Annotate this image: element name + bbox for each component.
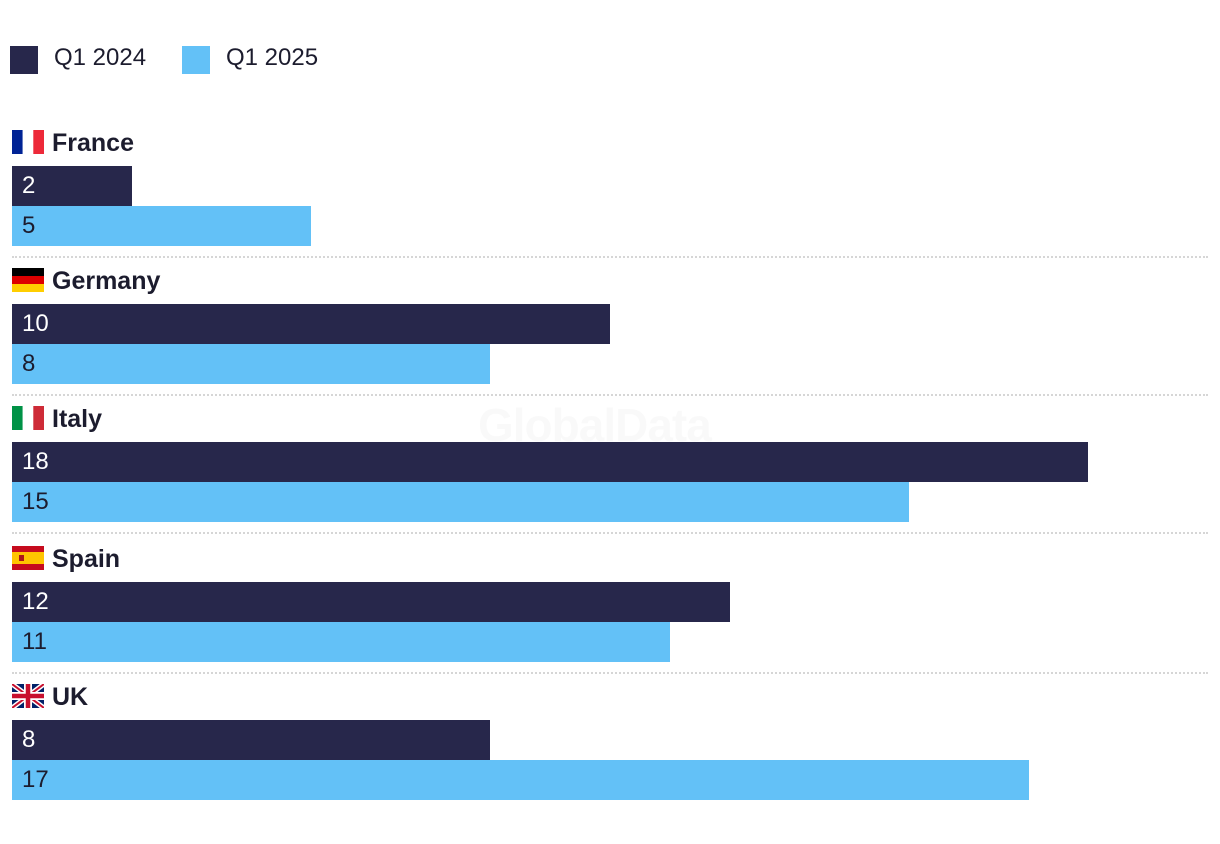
country-group: France 2 5 — [0, 128, 1220, 266]
legend-swatch — [10, 46, 38, 74]
bar: 2 — [12, 166, 132, 206]
uk-flag-icon — [12, 684, 44, 708]
data-label: 10 — [22, 310, 49, 337]
country-group: Italy 18 15 — [0, 404, 1220, 542]
bar: 15 — [12, 482, 909, 522]
france-flag-icon — [12, 130, 44, 154]
separator — [12, 394, 1208, 396]
data-label: 8 — [22, 350, 36, 377]
category-label: France — [52, 129, 134, 157]
legend-label: Q1 2024 — [54, 44, 147, 71]
legend-swatch — [182, 46, 210, 74]
bar: 18 — [12, 442, 1088, 482]
country-group: Germany 10 8 — [0, 266, 1220, 404]
data-label: 5 — [22, 212, 36, 239]
separator — [12, 672, 1208, 674]
category-label: Italy — [52, 405, 103, 433]
data-label: 11 — [22, 628, 47, 655]
data-label: 8 — [22, 726, 36, 753]
category-label: Germany — [52, 267, 161, 295]
data-label: 17 — [22, 766, 49, 793]
separator — [12, 256, 1208, 258]
bar: 8 — [12, 344, 490, 384]
data-label: 12 — [22, 588, 49, 615]
bar: 5 — [12, 206, 311, 246]
bar: 10 — [12, 304, 610, 344]
bar: 12 — [12, 582, 730, 622]
legend-label: Q1 2025 — [226, 44, 319, 71]
separator — [12, 532, 1208, 534]
bar: 11 — [12, 622, 670, 662]
bar: 8 — [12, 720, 490, 760]
bar: 17 — [12, 760, 1029, 800]
italy-flag-icon — [12, 406, 44, 430]
germany-flag-icon — [12, 268, 44, 292]
country-group: UK 8 17 — [0, 682, 1220, 820]
category-label: UK — [52, 683, 89, 711]
data-label: 18 — [22, 448, 49, 475]
category-label: Spain — [52, 545, 121, 573]
spain-flag-icon — [12, 546, 44, 570]
data-label: 15 — [22, 488, 49, 515]
country-group: Spain 12 11 — [0, 544, 1220, 682]
data-label: 2 — [22, 172, 36, 199]
